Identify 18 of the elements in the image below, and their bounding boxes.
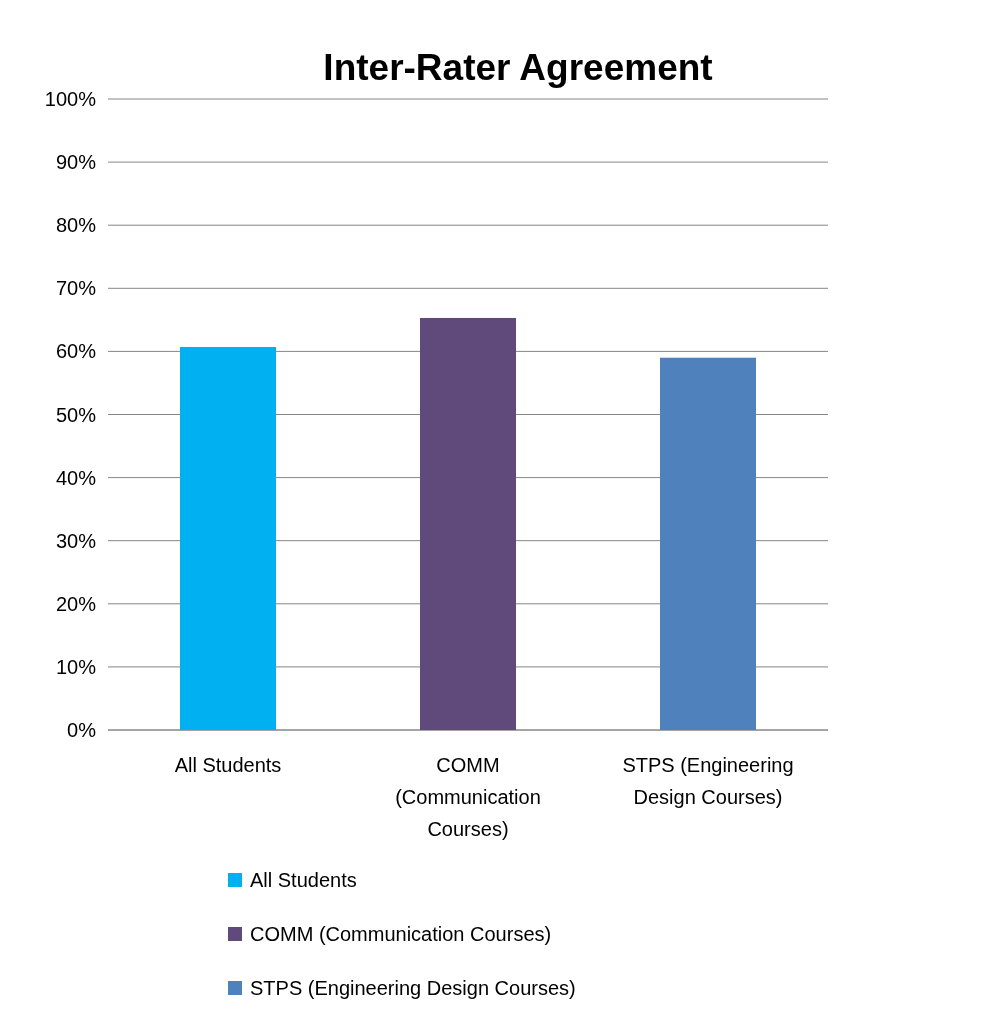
chart-title: Inter-Rater Agreement: [323, 47, 713, 88]
y-tick-label: 70%: [55, 277, 97, 300]
y-tick-label: 10%: [55, 655, 97, 678]
y-tick-label: 90%: [55, 151, 97, 174]
y-tick-label: 40%: [55, 466, 97, 489]
x-tick-label: COMM (Communication Courses): [395, 754, 541, 840]
y-tick-label: 80%: [55, 214, 97, 237]
legend-label: STPS (Engineering Design Courses): [250, 977, 576, 999]
y-tick-label: 30%: [55, 529, 97, 552]
legend-label: All Students: [250, 869, 357, 891]
x-tick-label: STPS (Engineering Design Courses): [622, 754, 794, 808]
y-tick-label: 60%: [55, 340, 97, 363]
legend-label: COMM (Communication Courses): [250, 923, 552, 945]
y-tick-label: 50%: [55, 403, 97, 426]
y-tick-label: 20%: [55, 592, 97, 615]
y-tick-label: 100%: [44, 88, 97, 110]
x-tick-label: All Students: [174, 754, 282, 776]
y-tick-label: 0%: [67, 719, 97, 741]
